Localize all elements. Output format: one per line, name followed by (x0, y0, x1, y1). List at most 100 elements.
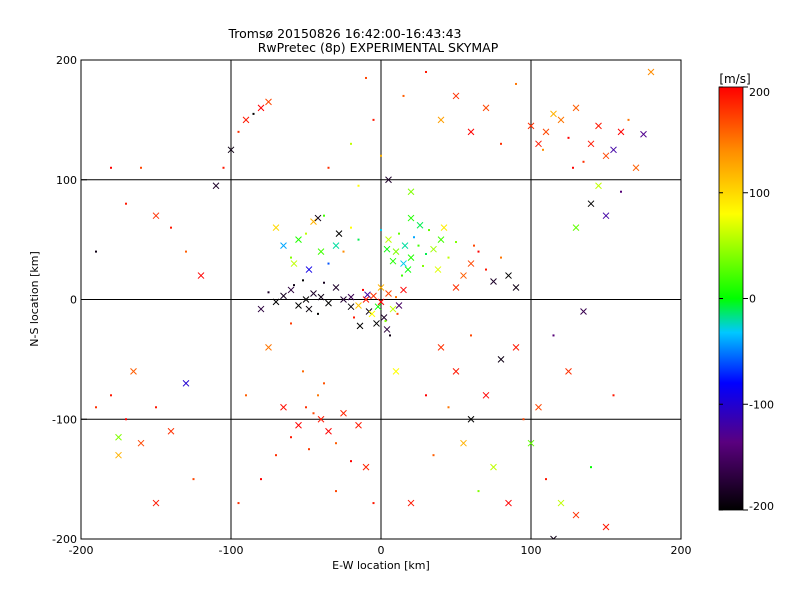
data-point (557, 116, 565, 124)
data-point (314, 214, 322, 222)
y-tick-label: 0 (70, 294, 77, 307)
x-axis-label: E-W location [km] (332, 559, 430, 572)
x-tick-label: -100 (219, 544, 244, 557)
data-point (407, 188, 415, 196)
data-point (395, 296, 397, 299)
y-tick-label: -100 (52, 413, 77, 426)
data-point (355, 302, 362, 309)
data-point (192, 478, 195, 481)
data-point (392, 367, 400, 375)
data-point (595, 122, 602, 130)
data-point (362, 288, 364, 291)
y-axis-ticks: -200 -100 0 100 200 (52, 54, 87, 546)
data-point (535, 140, 542, 148)
y-tick-label: 100 (56, 174, 77, 187)
data-point (373, 320, 380, 327)
x-tick-label: 0 (378, 544, 385, 557)
data-point (595, 182, 602, 190)
data-point (305, 406, 307, 409)
data-point (620, 190, 622, 193)
data-point (125, 418, 127, 421)
data-point (522, 418, 525, 421)
data-point (197, 272, 205, 279)
data-point (280, 242, 287, 249)
data-point (372, 502, 375, 505)
data-point (384, 320, 387, 323)
data-point (550, 535, 557, 539)
data-point (374, 303, 382, 311)
data-point (295, 236, 302, 243)
data-point (167, 427, 175, 435)
data-point (312, 412, 315, 415)
data-point (350, 226, 352, 229)
data-point (290, 436, 292, 439)
data-point (110, 166, 112, 169)
data-point (185, 250, 187, 253)
data-point (535, 403, 542, 411)
data-point (417, 244, 420, 247)
data-point (425, 252, 427, 255)
data-point (500, 142, 502, 145)
data-point (110, 394, 112, 397)
data-point (542, 148, 544, 151)
data-point (527, 122, 535, 130)
data-point (395, 302, 403, 309)
x-axis-ticks: -200 -100 0 100 200 (69, 533, 692, 557)
data-point (482, 391, 490, 399)
data-point (302, 279, 304, 282)
data-point (590, 466, 592, 469)
data-point (295, 302, 302, 309)
data-point (275, 454, 277, 457)
data-point (401, 274, 403, 277)
data-point (422, 264, 424, 267)
data-point (340, 296, 347, 303)
data-point (512, 284, 520, 291)
data-point (542, 128, 550, 136)
data-point (323, 281, 325, 284)
data-point (152, 499, 160, 507)
data-point (440, 224, 448, 232)
data-point (342, 250, 345, 253)
data-point (557, 499, 565, 507)
data-point (305, 305, 313, 313)
data-point (482, 104, 490, 112)
data-point (389, 257, 397, 265)
data-point (385, 290, 392, 297)
y-tick-label: 200 (56, 54, 77, 67)
data-point (587, 200, 595, 208)
data-point (357, 184, 360, 187)
data-point (425, 70, 427, 73)
data-point (125, 202, 127, 205)
data-point (401, 242, 409, 249)
data-point (317, 248, 325, 255)
data-point (290, 256, 292, 259)
grid-lines (81, 60, 681, 539)
data-point (332, 242, 340, 249)
data-point (347, 293, 355, 301)
data-point (377, 298, 385, 306)
data-point (455, 241, 457, 244)
data-point (305, 266, 313, 273)
data-point (272, 298, 280, 306)
data-point (467, 128, 475, 136)
data-point (327, 166, 330, 169)
y-tick-label: -200 (52, 533, 77, 546)
data-point (385, 236, 392, 243)
data-point (356, 322, 364, 330)
colorbar-tick-label: 0 (749, 293, 756, 306)
data-point (245, 394, 247, 397)
data-point (357, 238, 360, 241)
data-point (383, 245, 391, 253)
data-point (612, 394, 615, 397)
data-point (527, 439, 535, 447)
colorbar-tick-label: -100 (749, 398, 774, 411)
colorbar-ticks: 200 100 0 -100 -200 (719, 86, 774, 513)
data-point (302, 370, 304, 373)
data-point (302, 296, 310, 303)
data-point (317, 312, 319, 315)
data-point (95, 406, 97, 409)
data-point (460, 439, 467, 447)
data-point (290, 322, 292, 325)
data-point (467, 415, 475, 423)
data-point (370, 292, 377, 300)
